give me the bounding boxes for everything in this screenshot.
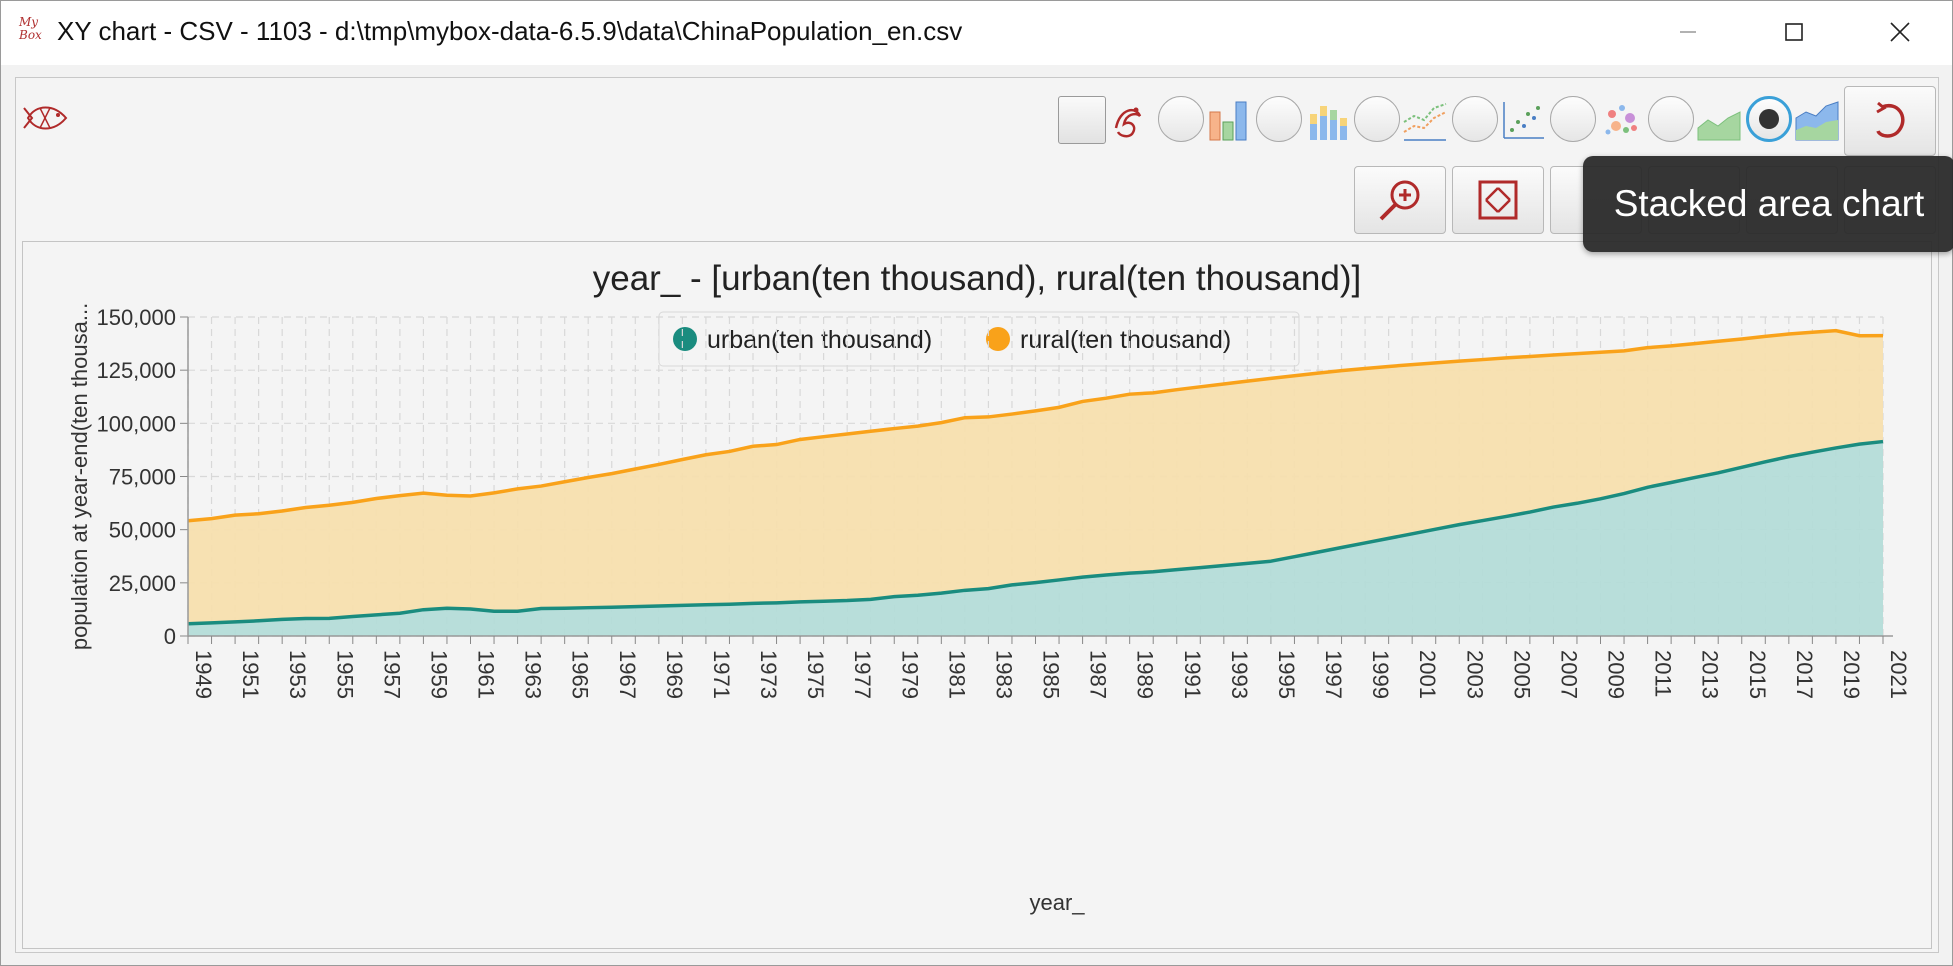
- x-tick-label: 2007: [1556, 650, 1581, 699]
- rural-line: [187, 328, 1884, 523]
- x-tick-label: 2011: [1651, 650, 1676, 697]
- chart-panel: year_ - [urban(ten thousand), rural(ten …: [22, 241, 1932, 949]
- refresh-icon: [1876, 101, 1905, 138]
- x-tick-label: 2001: [1415, 650, 1440, 699]
- bubble-chart-icon[interactable]: [1598, 98, 1644, 142]
- bar-chart-icon[interactable]: [1206, 98, 1252, 142]
- legend-box: [658, 311, 1300, 367]
- rural-area: [188, 330, 1883, 624]
- minimize-button[interactable]: [1653, 9, 1723, 55]
- x-tick-label: 1977: [850, 650, 875, 699]
- x-tick-label: 2019: [1839, 650, 1864, 699]
- title-bar[interactable]: My Box XY chart - CSV - 1103 - d:\tmp\my…: [1, 1, 1952, 65]
- legend-rural-label: rural(ten thousand): [1020, 326, 1231, 354]
- chart-title: year_ - [urban(ten thousand), rural(ten …: [593, 259, 1362, 298]
- x-tick-label: 1981: [944, 650, 969, 699]
- bubble-chart-radio[interactable]: [1550, 96, 1596, 142]
- x-tick-label: 1953: [285, 650, 310, 699]
- x-tick-label: 1951: [238, 650, 263, 699]
- window-title: XY chart - CSV - 1103 - d:\tmp\mybox-dat…: [57, 16, 963, 46]
- x-tick-label: 1987: [1086, 650, 1111, 699]
- x-tick-label: 1973: [756, 650, 781, 699]
- close-icon: [1890, 22, 1910, 42]
- stacked-area-chart-icon[interactable]: [1794, 98, 1840, 142]
- x-tick-label: 1995: [1274, 650, 1299, 699]
- scatter-chart-icon[interactable]: [1500, 98, 1546, 142]
- x-tick-label: 1979: [897, 650, 922, 699]
- legend-urban-marker: [673, 327, 697, 351]
- maximize-icon: [1785, 23, 1803, 41]
- x-tick-label: 1999: [1368, 650, 1393, 699]
- y-tick-label: 0: [164, 624, 176, 649]
- y-tick-label: 75,000: [109, 465, 176, 490]
- x-tick-label: 1965: [568, 650, 593, 699]
- x-tick-label: 1983: [991, 650, 1016, 699]
- urban-area: [188, 441, 1883, 636]
- y-tick-label: 25,000: [109, 571, 176, 596]
- x-tick-label: 2005: [1509, 650, 1534, 699]
- x-tick-label: 1963: [521, 650, 546, 699]
- zoom-in-icon: [1379, 180, 1420, 221]
- x-tick-label: 1989: [1133, 650, 1158, 699]
- x-tick-label: 1959: [426, 650, 451, 699]
- area-chart-icon[interactable]: [1696, 98, 1742, 142]
- maximize-button[interactable]: [1759, 9, 1829, 55]
- dragon-icon[interactable]: [1110, 98, 1146, 142]
- x-tick-label: 2015: [1745, 650, 1770, 699]
- close-button[interactable]: [1865, 9, 1935, 55]
- x-tick-label: 1967: [615, 650, 640, 699]
- stacked-area-chart-radio[interactable]: [1746, 96, 1792, 142]
- stacked-bar-chart-icon[interactable]: [1304, 98, 1350, 142]
- legend-rural-marker: [986, 327, 1010, 351]
- chart-option-checkbox[interactable]: [1058, 96, 1106, 144]
- scatter-chart-radio[interactable]: [1452, 96, 1498, 142]
- x-tick-label: 2021: [1886, 650, 1911, 699]
- stacked-area-chart[interactable]: year_ - [urban(ten thousand), rural(ten …: [23, 242, 1931, 948]
- y-tick-label: 125,000: [96, 358, 176, 383]
- x-tick-label: 1991: [1180, 650, 1205, 699]
- y-axis-title: population at year-end(ten thousa...: [67, 303, 92, 650]
- x-axis-title: year_: [1029, 890, 1085, 915]
- x-tick-label: 1975: [803, 650, 828, 699]
- line-chart-icon[interactable]: [1402, 98, 1448, 142]
- x-tick-label: 1997: [1321, 650, 1346, 699]
- x-tick-label: 2013: [1698, 650, 1723, 699]
- x-tick-label: 1961: [474, 650, 499, 699]
- chart-type-tooltip: Stacked area chart: [1583, 156, 1953, 252]
- legend-urban-label: urban(ten thousand): [707, 326, 932, 354]
- x-tick-label: 1993: [1227, 650, 1252, 699]
- x-tick-label: 2009: [1604, 650, 1629, 699]
- y-tick-label: 100,000: [96, 411, 176, 436]
- fit-icon: [1478, 180, 1518, 220]
- x-tick-label: 2017: [1792, 650, 1817, 699]
- y-tick-label: 150,000: [96, 305, 176, 330]
- bar-chart-radio[interactable]: [1158, 96, 1204, 142]
- stacked-bar-chart-radio[interactable]: [1256, 96, 1302, 142]
- x-tick-label: 2003: [1462, 650, 1487, 699]
- x-tick-label: 1971: [709, 650, 734, 699]
- x-tick-label: 1985: [1039, 650, 1064, 699]
- area-chart-radio[interactable]: [1648, 96, 1694, 142]
- mybox-app-icon: My Box: [19, 15, 42, 42]
- x-tick-label: 1949: [191, 650, 216, 699]
- fish-logo-icon: [23, 106, 68, 130]
- x-tick-label: 1969: [662, 650, 687, 699]
- refresh-button[interactable]: [1844, 86, 1936, 156]
- x-tick-label: 1955: [332, 650, 357, 699]
- y-tick-label: 50,000: [109, 518, 176, 543]
- minimize-icon: [1680, 31, 1696, 33]
- zoom-in-button[interactable]: [1354, 166, 1446, 234]
- urban-line: [187, 439, 1884, 626]
- fit-size-button[interactable]: [1452, 166, 1544, 234]
- line-chart-radio[interactable]: [1354, 96, 1400, 142]
- x-tick-label: 1957: [379, 650, 404, 699]
